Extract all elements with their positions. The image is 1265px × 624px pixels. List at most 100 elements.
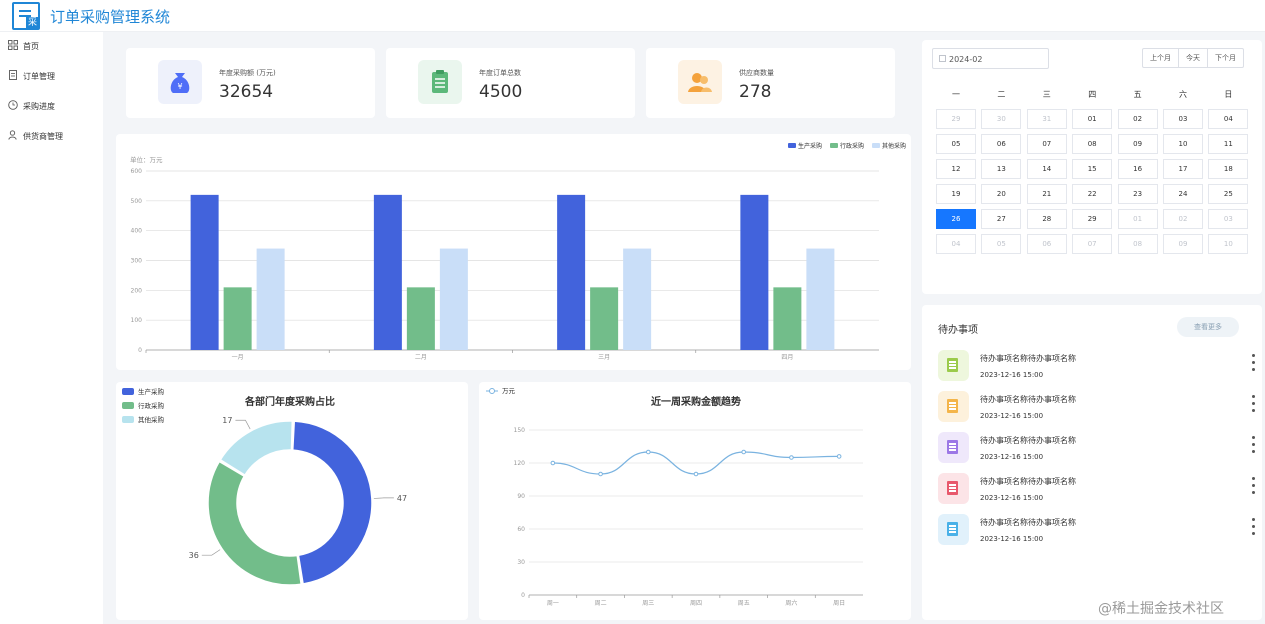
pie-chart-card: 各部门年度采购占比 47 36 17 生产采购 行政采购 其他采购: [116, 382, 468, 620]
calendar-day[interactable]: 08: [1072, 134, 1113, 154]
calendar-day[interactable]: 12: [936, 159, 976, 179]
calendar-day[interactable]: 08: [1117, 234, 1158, 254]
todo-document-icon: [938, 432, 969, 463]
next-month-button[interactable]: 下个月: [1215, 54, 1236, 62]
bar-生产采购: [740, 194, 769, 350]
line-chart-title: 近一周采购金额趋势: [651, 395, 741, 408]
more-options-icon[interactable]: [1250, 352, 1256, 374]
prev-month-button[interactable]: 上个月: [1143, 49, 1179, 67]
todo-item[interactable]: 待办事项名称待办事项名称 2023-12-16 15:00: [938, 350, 1258, 386]
sidebar-item-orders[interactable]: 订单管理: [0, 65, 103, 87]
bar-ytick-label: 300: [131, 258, 143, 265]
legend-label: 生产采购: [798, 142, 822, 150]
sidebar-item-home[interactable]: 首页: [0, 35, 103, 57]
todo-item[interactable]: 待办事项名称待办事项名称 2023-12-16 15:00: [938, 473, 1258, 509]
weekday-label: 二: [997, 90, 1006, 99]
users-icon: [678, 60, 722, 104]
bar-ytick-label: 500: [131, 198, 143, 205]
calendar-day[interactable]: 07: [1026, 134, 1067, 154]
today-button[interactable]: 今天: [1179, 49, 1208, 67]
sidebar-item-suppliers[interactable]: 供货商管理: [0, 125, 103, 147]
sidebar-item-progress[interactable]: 采购进度: [0, 95, 103, 117]
bar-xtick-label: 三月: [598, 354, 610, 361]
line-ytick-label: 90: [517, 493, 525, 500]
calendar-day[interactable]: 06: [981, 134, 1022, 154]
app-logo-icon: 采: [12, 2, 40, 30]
legend-swatch: [872, 143, 880, 148]
svg-text:¥: ¥: [177, 82, 182, 91]
bar-chart-card: 单位：万元 0 100 200 300 400 500 600 一月 二月 三月 四月 生产采购 行政采…: [116, 134, 911, 370]
grid-icon: [8, 40, 18, 50]
calendar-day[interactable]: 29: [936, 109, 976, 129]
calendar-day[interactable]: 07: [1072, 234, 1113, 254]
todo-document-icon: [938, 350, 969, 381]
bar-生产采购: [190, 194, 219, 350]
line-xtick-label: 周三: [642, 600, 654, 607]
line-point: [645, 449, 651, 455]
calendar-day[interactable]: 16: [1117, 159, 1158, 179]
todo-name: 待办事项名称待办事项名称: [980, 477, 1076, 486]
calendar-day[interactable]: 03: [1208, 209, 1249, 229]
weekday-label: 三: [1042, 90, 1051, 99]
calendar-day[interactable]: 14: [1026, 159, 1067, 179]
calendar-day[interactable]: 15: [1072, 159, 1113, 179]
bar-xtick-label: 四月: [781, 354, 793, 361]
todo-item[interactable]: 待办事项名称待办事项名称 2023-12-16 15:00: [938, 514, 1258, 550]
calendar-day[interactable]: 27: [981, 209, 1022, 229]
todo-document-icon: [938, 514, 969, 545]
clipboard-icon: [418, 60, 462, 104]
calendar-day[interactable]: 31: [1026, 109, 1067, 129]
calendar-day[interactable]: 20: [981, 184, 1022, 204]
more-options-icon[interactable]: [1250, 434, 1256, 456]
bar-ytick-label: 600: [131, 168, 143, 175]
calendar-day[interactable]: 28: [1026, 209, 1067, 229]
calendar-day[interactable]: 03: [1163, 109, 1203, 129]
calendar-day[interactable]: 22: [1072, 184, 1113, 204]
donut-label-line: [373, 497, 394, 499]
more-options-icon[interactable]: [1250, 475, 1256, 497]
stat-label: 年度订单总数: [479, 69, 521, 77]
calendar-day[interactable]: 04: [936, 234, 976, 254]
legend-marker: [489, 388, 495, 394]
calendar-day[interactable]: 13: [981, 159, 1022, 179]
calendar-day[interactable]: 10: [1163, 134, 1203, 154]
calendar-day[interactable]: 25: [1208, 184, 1249, 204]
calendar-day[interactable]: 02: [1163, 209, 1203, 229]
calendar-day[interactable]: 24: [1163, 184, 1203, 204]
todo-card: [922, 305, 1262, 620]
money-bag-icon: ¥: [158, 60, 202, 104]
todo-item[interactable]: 待办事项名称待办事项名称 2023-12-16 15:00: [938, 391, 1258, 427]
weekday-label: 一: [952, 90, 960, 99]
calendar-day[interactable]: 01: [1072, 109, 1113, 129]
stat-label: 年度采购额 (万元): [219, 69, 276, 77]
more-options-icon[interactable]: [1250, 393, 1256, 415]
month-picker-input[interactable]: 2024-02: [932, 48, 1049, 69]
calendar-day[interactable]: 19: [936, 184, 976, 204]
calendar-day[interactable]: 09: [1163, 234, 1203, 254]
calendar-day[interactable]: 01: [1117, 209, 1158, 229]
calendar-day-selected[interactable]: 26: [936, 209, 976, 229]
todo-name: 待办事项名称待办事项名称: [980, 436, 1076, 445]
calendar-day[interactable]: 02: [1117, 109, 1158, 129]
weekday-label: 五: [1133, 90, 1142, 99]
calendar-day[interactable]: 23: [1117, 184, 1158, 204]
calendar-day[interactable]: 29: [1072, 209, 1113, 229]
more-options-icon[interactable]: [1250, 516, 1256, 538]
bar-行政采购: [773, 287, 802, 350]
calendar-day[interactable]: 04: [1208, 109, 1249, 129]
calendar-day[interactable]: 05: [936, 134, 976, 154]
calendar-day[interactable]: 18: [1208, 159, 1249, 179]
calendar-day[interactable]: 21: [1026, 184, 1067, 204]
donut-label-line: [235, 419, 251, 430]
calendar-day[interactable]: 30: [981, 109, 1022, 129]
calendar-day[interactable]: 17: [1163, 159, 1203, 179]
donut-slice-生产采购: [291, 420, 373, 585]
calendar-day[interactable]: 09: [1117, 134, 1158, 154]
view-more-button[interactable]: 查看更多: [1177, 317, 1239, 337]
calendar-day[interactable]: 05: [981, 234, 1022, 254]
calendar-day[interactable]: 06: [1026, 234, 1067, 254]
calendar-day[interactable]: 10: [1208, 234, 1249, 254]
bar-行政采购: [223, 287, 252, 350]
calendar-day[interactable]: 11: [1208, 134, 1249, 154]
todo-item[interactable]: 待办事项名称待办事项名称 2023-12-16 15:00: [938, 432, 1258, 468]
